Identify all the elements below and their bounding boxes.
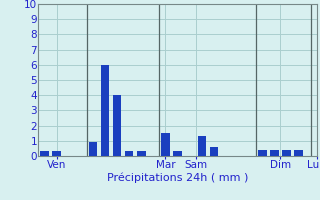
Bar: [40, 151, 49, 156]
Bar: [113, 95, 121, 156]
Bar: [282, 150, 291, 156]
Bar: [210, 147, 218, 156]
Bar: [125, 151, 133, 156]
Bar: [197, 136, 206, 156]
Bar: [89, 142, 97, 156]
Bar: [161, 133, 170, 156]
Bar: [258, 150, 267, 156]
Bar: [270, 150, 279, 156]
Bar: [52, 151, 61, 156]
Bar: [101, 65, 109, 156]
Bar: [173, 151, 182, 156]
X-axis label: Précipitations 24h ( mm ): Précipitations 24h ( mm ): [107, 173, 248, 183]
Bar: [137, 151, 146, 156]
Bar: [294, 150, 303, 156]
